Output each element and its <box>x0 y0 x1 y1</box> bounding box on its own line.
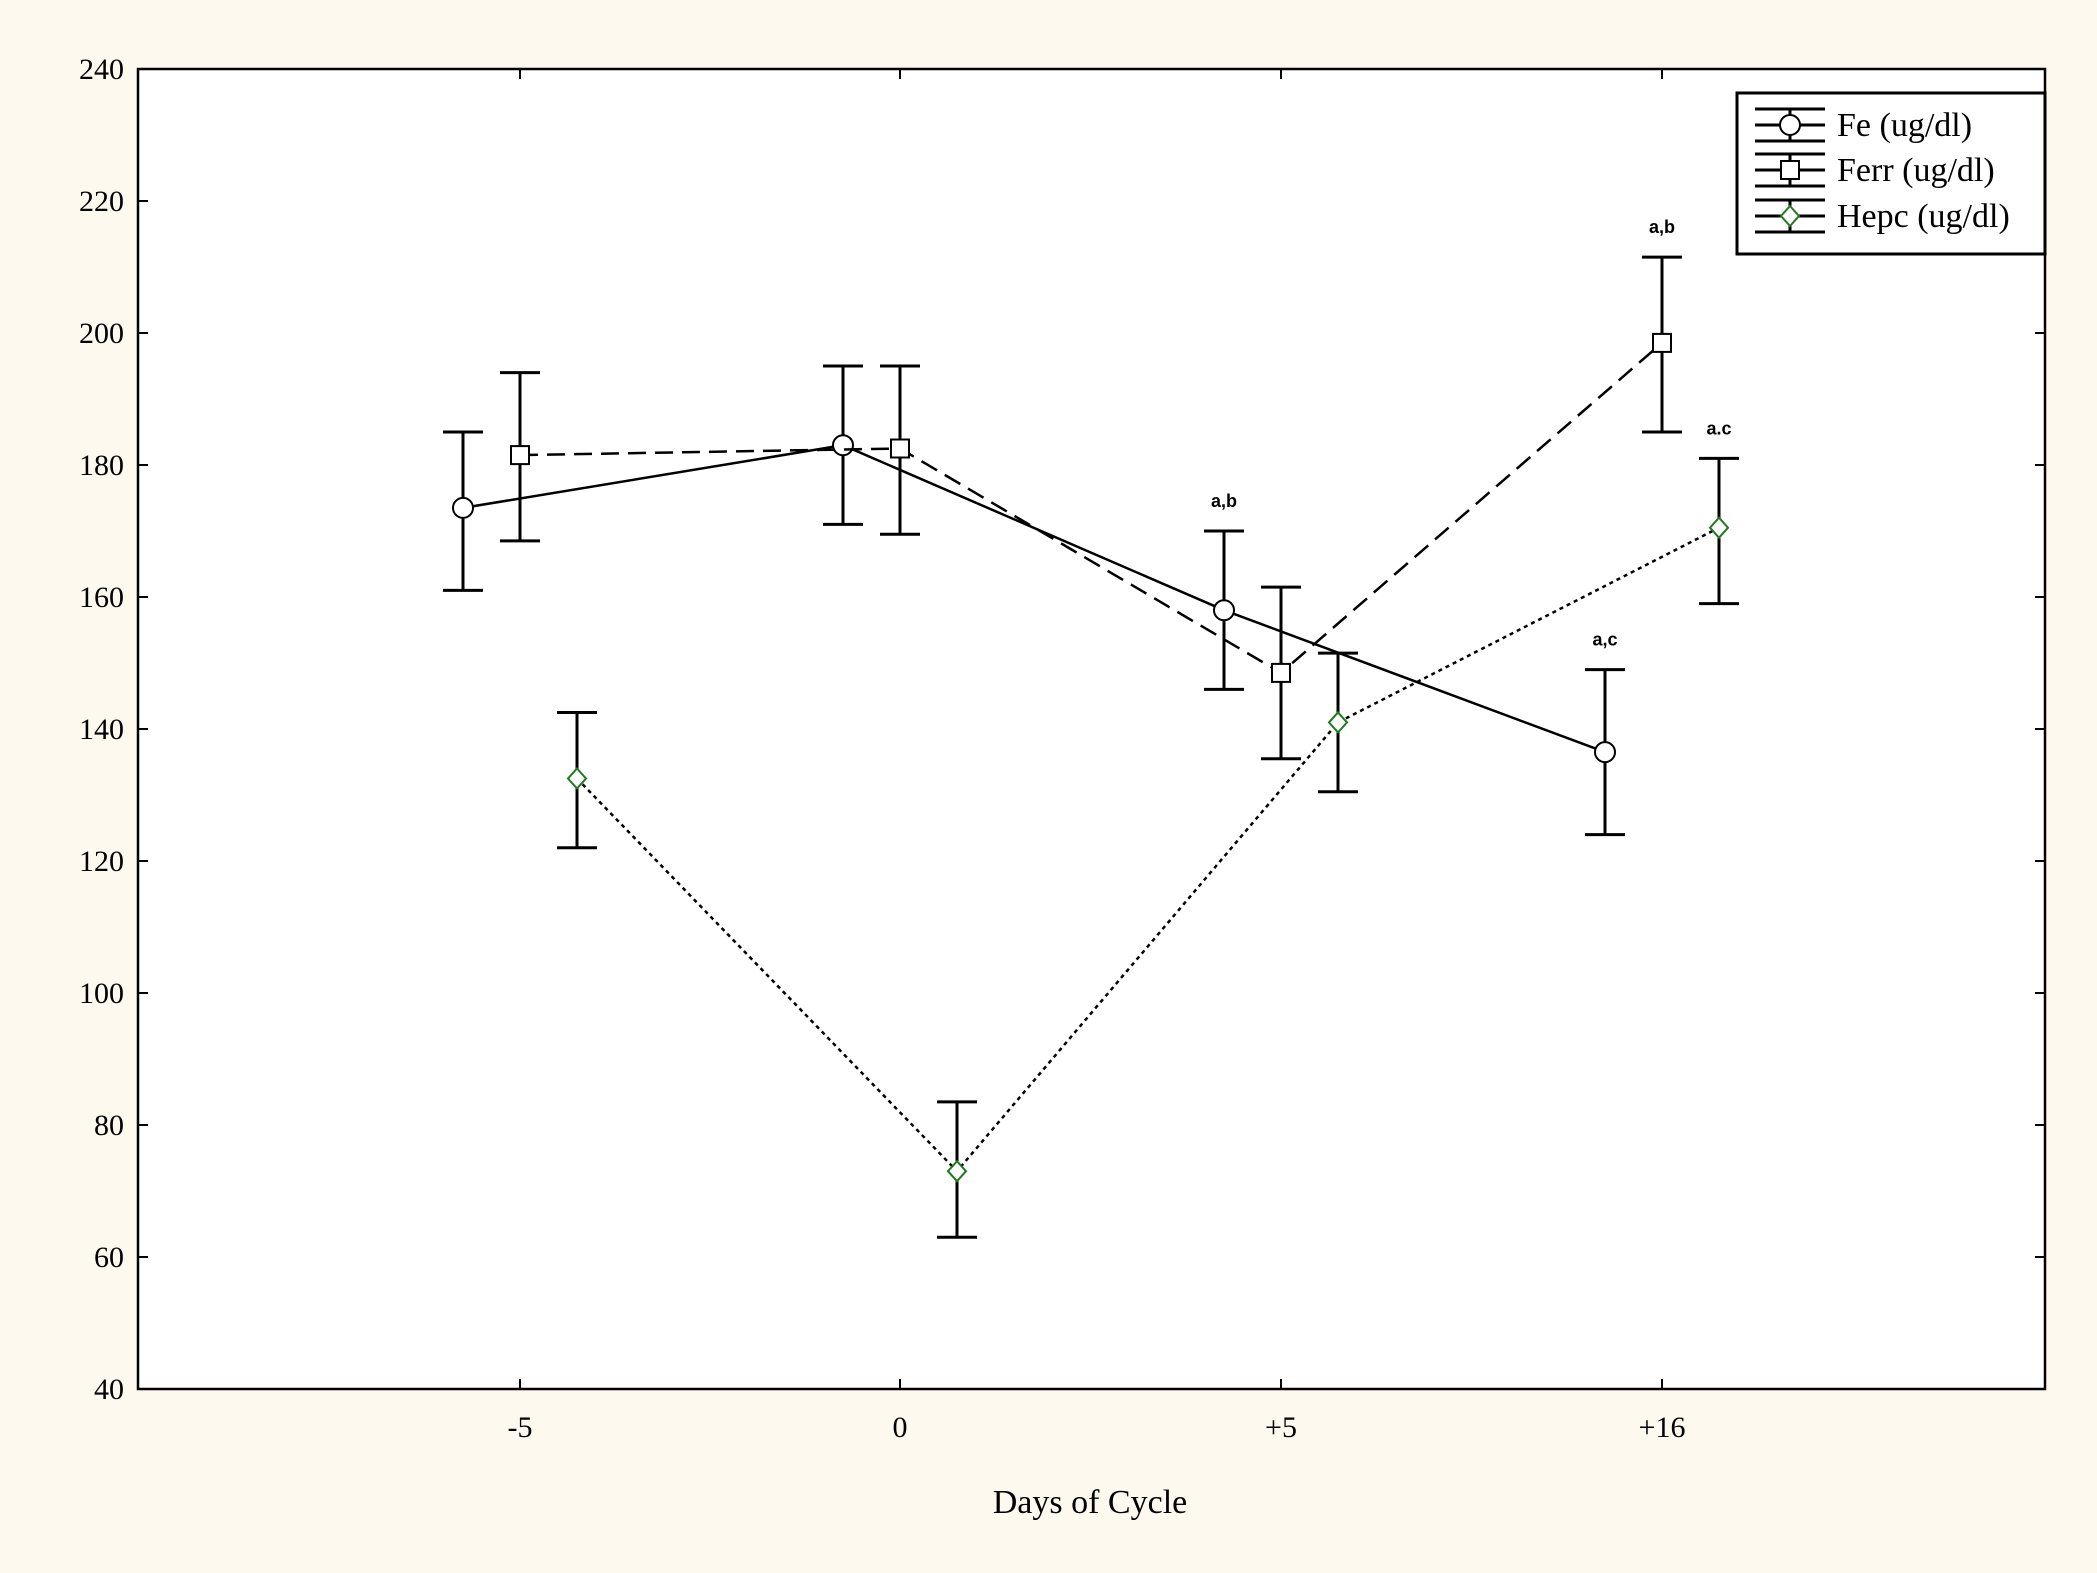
significance-label: a,b <box>1211 491 1237 511</box>
fe-marker <box>832 434 854 457</box>
hepc-marker <box>946 1159 968 1183</box>
series-1: a,b <box>500 217 1682 761</box>
ferr-marker <box>1271 662 1291 683</box>
y-tick-label: 240 <box>79 53 124 86</box>
ferr-marker <box>890 438 910 459</box>
series-0: a,b a,c <box>443 364 1625 837</box>
fe-marker <box>1213 599 1235 622</box>
ferr-marker <box>1652 332 1672 353</box>
y-tick-label: 40 <box>94 1373 124 1406</box>
x-axis-title: Days of Cycle <box>993 1484 1188 1521</box>
series-2: a.c <box>557 418 1739 1239</box>
legend: Fe (ug/dl) Ferr (ug/dl) Hepc (ug/dl) <box>1735 91 2047 256</box>
legend-label: Ferr (ug/dl) <box>1837 152 1995 189</box>
y-tick-label: 80 <box>94 1109 124 1142</box>
hepc-marker <box>1779 204 1801 228</box>
x-tick-label: 0 <box>893 1411 908 1444</box>
y-tick-label: 220 <box>79 185 124 218</box>
fe-marker <box>1779 114 1801 136</box>
series-layer: a,b a,c a,b a.c <box>443 217 1739 1239</box>
hepc-marker <box>1327 710 1349 734</box>
y-tick-label: 160 <box>79 581 124 614</box>
y-tick-label: 180 <box>79 449 124 482</box>
legend-label: Hepc (ug/dl) <box>1837 198 2010 235</box>
hepc-marker <box>566 767 588 790</box>
x-tick-label: +16 <box>1639 1411 1686 1444</box>
series-line <box>462 443 1606 754</box>
series-line <box>576 526 1720 1174</box>
fe-marker <box>452 496 474 519</box>
y-axis: 40 60 80 100 120 140 160 180 200 220 240 <box>79 53 2045 1406</box>
y-tick-label: 200 <box>79 317 124 350</box>
legend-label: Fe (ug/dl) <box>1837 107 1972 144</box>
plot-area <box>136 67 2047 1391</box>
ferr-marker <box>1780 160 1800 180</box>
y-tick-label: 100 <box>79 977 124 1010</box>
x-tick-label: +5 <box>1265 1411 1297 1444</box>
x-tick-label: -5 <box>508 1411 533 1444</box>
y-tick-label: 120 <box>79 845 124 878</box>
x-axis: -5 0 +5 +16 <box>508 69 1686 1444</box>
significance-label: a,b <box>1649 217 1675 237</box>
ferr-marker <box>510 445 530 466</box>
series-line <box>519 341 1663 675</box>
hepc-marker <box>1708 516 1730 540</box>
y-tick-label: 140 <box>79 713 124 746</box>
y-tick-label: 60 <box>94 1241 124 1274</box>
fe-marker <box>1594 741 1616 764</box>
significance-label: a,c <box>1592 630 1617 650</box>
significance-label: a.c <box>1706 418 1731 438</box>
